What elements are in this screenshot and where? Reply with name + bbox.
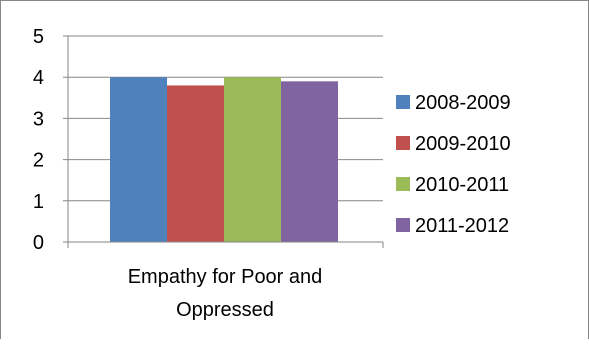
legend-swatch-2011-2012 <box>396 218 410 232</box>
axes-group <box>63 35 384 248</box>
y-tick-label-4: 4 <box>33 67 44 89</box>
y-tick-label-2: 2 <box>33 150 44 172</box>
legend-swatch-2010-2011 <box>396 177 410 191</box>
legend-label-2008-2009: 2008-2009 <box>415 92 511 114</box>
legend-swatch-2009-2010 <box>396 136 410 150</box>
x-category-label-line-1: Empathy for Poor and <box>128 266 323 288</box>
bar-2008-2009 <box>110 77 167 242</box>
y-tick-label-1: 1 <box>33 191 44 213</box>
legend-swatch-2008-2009 <box>396 95 410 109</box>
y-tick-label-0: 0 <box>33 232 44 254</box>
y-tick-label-3: 3 <box>33 108 44 130</box>
legend-label-2009-2010: 2009-2010 <box>415 133 511 155</box>
bar-2009-2010 <box>167 85 224 242</box>
bar-2011-2012 <box>281 81 338 242</box>
legend: 2008-2009 2009-2010 2010-2011 2011-2012 <box>396 92 511 237</box>
bars-group <box>110 77 338 242</box>
legend-label-2010-2011: 2010-2011 <box>415 174 509 196</box>
x-category-label-line-2: Oppressed <box>176 299 274 321</box>
y-tick-labels: 0 1 2 3 4 5 <box>33 26 44 254</box>
bar-2010-2011 <box>224 77 281 242</box>
legend-label-2011-2012: 2011-2012 <box>415 215 509 237</box>
y-tick-label-5: 5 <box>33 26 44 48</box>
